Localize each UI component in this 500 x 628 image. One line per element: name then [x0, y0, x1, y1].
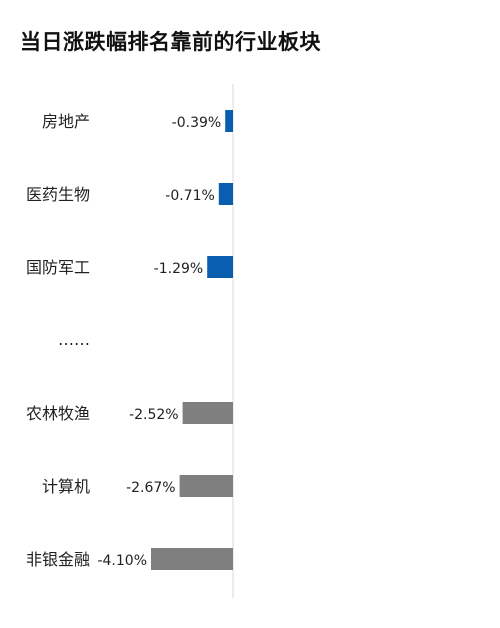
- bar: [225, 110, 233, 132]
- value-label: -1.29%: [154, 261, 204, 277]
- value-label: -4.10%: [97, 553, 147, 569]
- category-label: 计算机: [42, 477, 90, 496]
- category-label: 医药生物: [26, 185, 90, 204]
- bar: [182, 402, 233, 424]
- value-label: -2.67%: [126, 480, 176, 496]
- bar: [218, 183, 233, 205]
- bar: [179, 475, 233, 497]
- chart-title: 当日涨跌幅排名靠前的行业板块: [20, 30, 321, 54]
- value-label: -0.39%: [172, 115, 222, 131]
- category-label: 房地产: [42, 112, 90, 131]
- bar: [207, 256, 233, 278]
- chart-marks: 房地产 -0.39% 医药生物 -0.71% 国防军工 -1.29% …… 农林牧渔 -2.52…: [26, 84, 234, 598]
- value-label: -0.71%: [165, 188, 215, 204]
- category-label: 国防军工: [26, 258, 90, 277]
- bar: [151, 548, 233, 570]
- ellipsis-label: ……: [58, 330, 90, 349]
- value-label: -2.52%: [129, 407, 179, 423]
- category-label: 农林牧渔: [26, 404, 90, 423]
- category-label: 非银金融: [26, 550, 90, 569]
